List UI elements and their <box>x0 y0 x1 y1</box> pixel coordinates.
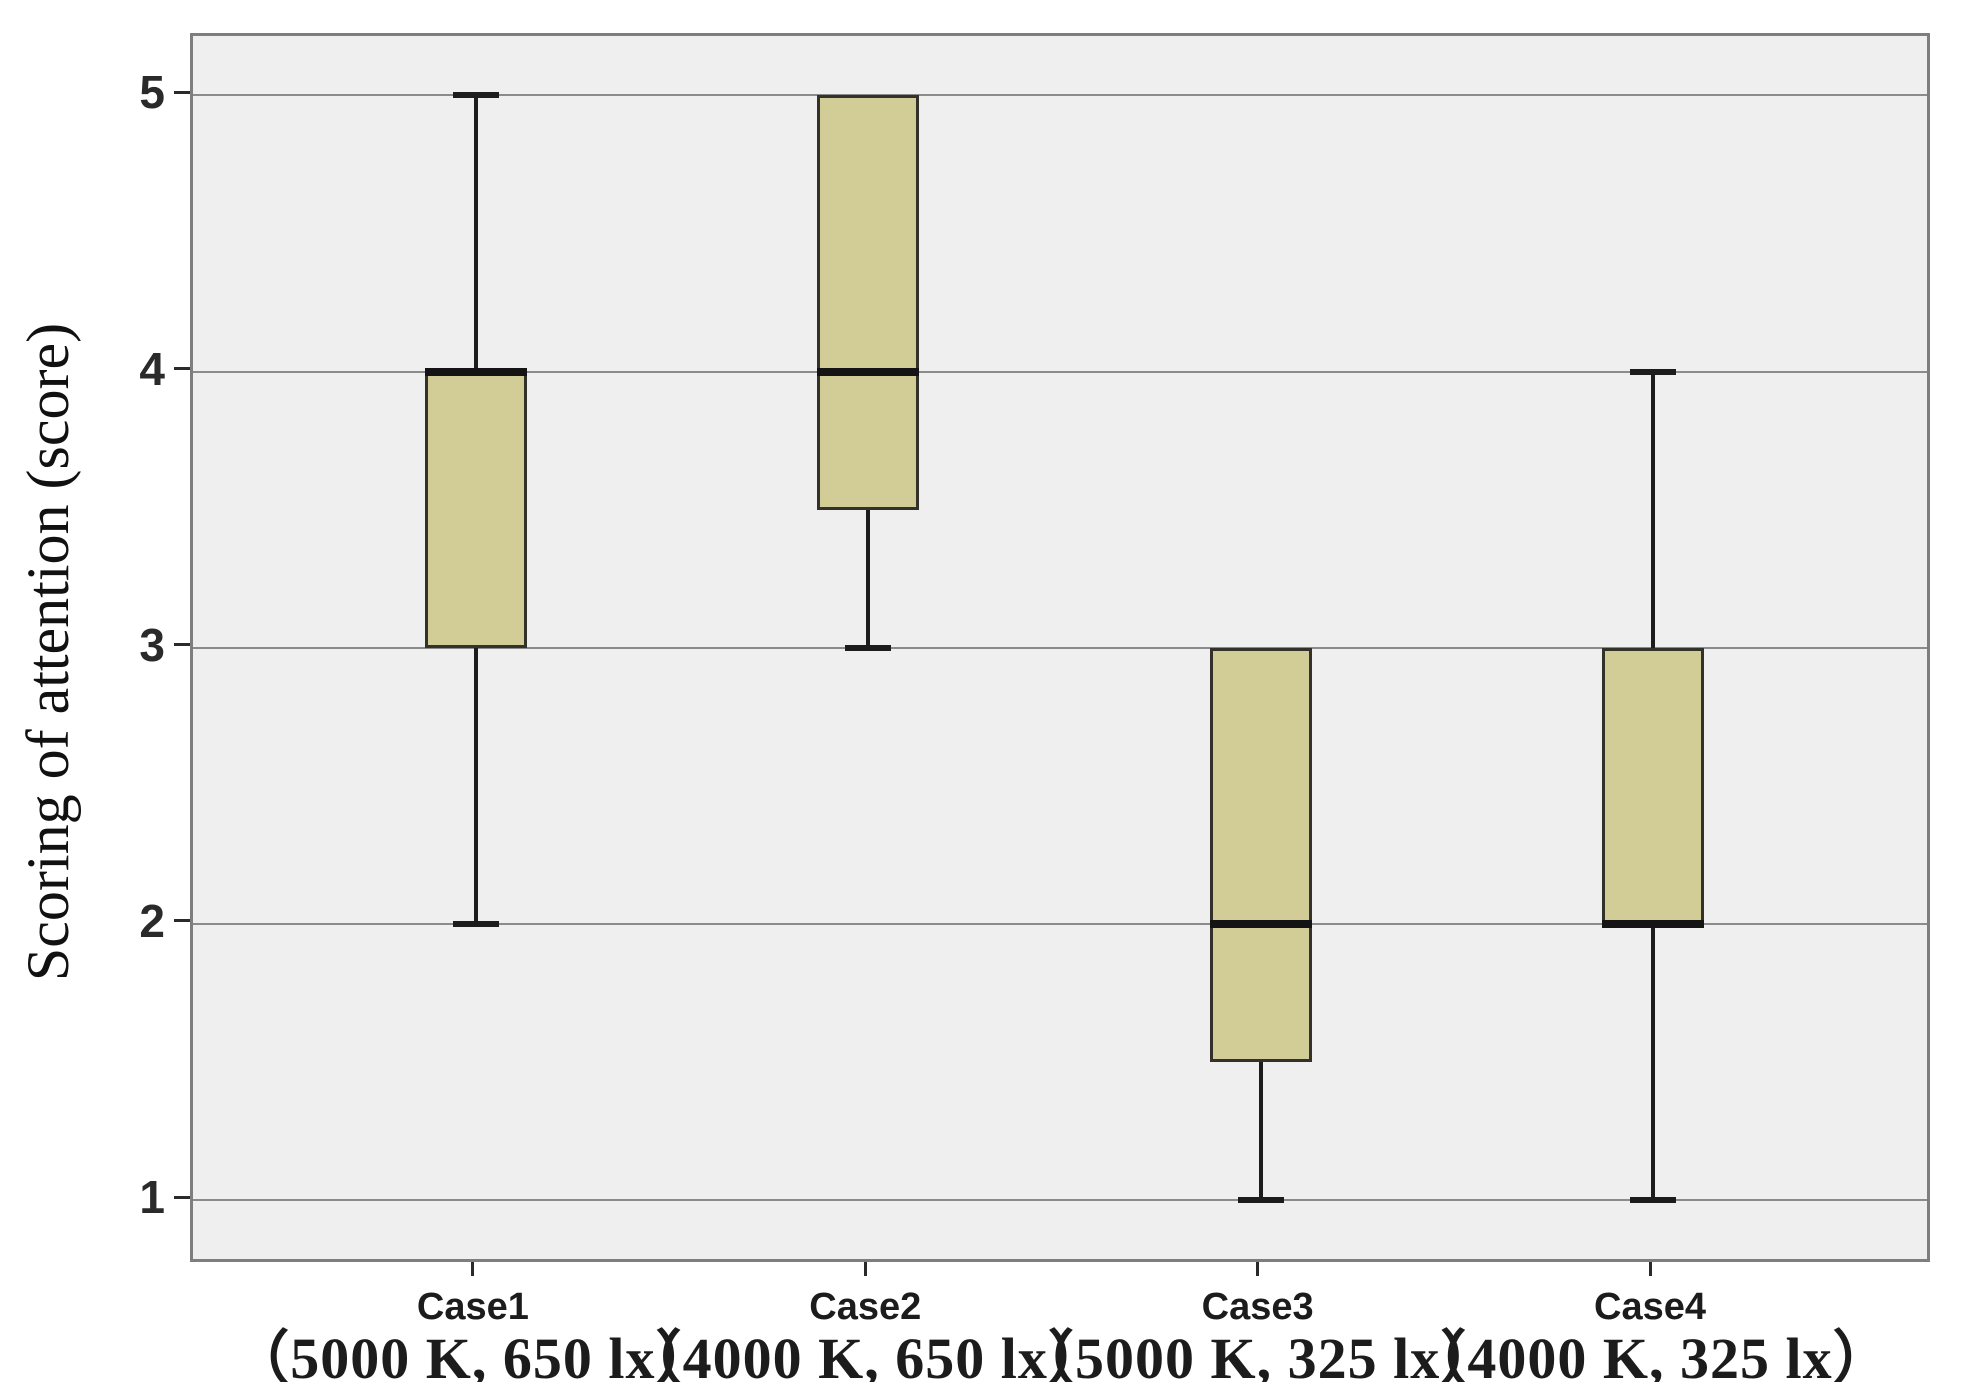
y-tick-label: 1 <box>139 1171 165 1224</box>
y-tick <box>174 919 190 923</box>
whisker-lower <box>1258 1062 1263 1201</box>
box <box>424 371 527 648</box>
category-name: Case3 <box>1201 1286 1314 1328</box>
gridline <box>193 370 1927 373</box>
category-spec: （4000 K, 650 lx） <box>623 1326 1107 1382</box>
median-line <box>1602 919 1705 928</box>
gridline <box>193 94 1927 97</box>
whisker-cap-min <box>452 920 499 927</box>
category-label: Case1 （5000 K, 650 lx） <box>163 1286 783 1382</box>
y-tick <box>174 90 190 94</box>
x-tick <box>1256 1262 1260 1276</box>
category-name: Case2 <box>809 1286 922 1328</box>
median-line <box>424 367 527 376</box>
whisker-cap-min <box>1237 1197 1284 1204</box>
whisker-cap-min <box>1630 1197 1677 1204</box>
plot-area <box>190 33 1930 1262</box>
category-name: Case1 <box>416 1286 529 1328</box>
box <box>1602 647 1705 924</box>
category-spec: （5000 K, 650 lx） <box>231 1326 715 1382</box>
median-line <box>817 367 920 376</box>
whisker-lower <box>866 509 871 648</box>
whisker-cap-min <box>845 644 892 651</box>
gridline <box>193 1199 1927 1202</box>
category-name: Case4 <box>1594 1286 1707 1328</box>
gridline <box>193 922 1927 925</box>
box <box>1209 647 1312 1062</box>
gridline <box>193 646 1927 649</box>
y-tick-label: 4 <box>139 342 165 395</box>
x-tick <box>863 1262 867 1276</box>
whisker-upper <box>1651 371 1656 648</box>
whisker-upper <box>473 95 478 372</box>
y-tick-label: 3 <box>139 618 165 671</box>
median-line <box>1209 919 1312 928</box>
category-spec: （4000 K, 325 lx） <box>1408 1326 1892 1382</box>
category-spec: （5000 K, 325 lx） <box>1016 1326 1500 1382</box>
category-label: Case4 （4000 K, 325 lx） <box>1340 1286 1960 1382</box>
category-label: Case3 （5000 K, 325 lx） <box>948 1286 1568 1382</box>
whisker-lower <box>1651 923 1656 1201</box>
y-tick <box>174 643 190 647</box>
y-tick <box>174 1195 190 1199</box>
y-tick-label: 5 <box>139 66 165 119</box>
whisker-lower <box>473 647 478 924</box>
box <box>817 95 920 510</box>
whisker-cap-max <box>452 92 499 99</box>
y-tick <box>174 367 190 371</box>
x-tick <box>1648 1262 1652 1276</box>
whisker-cap-max <box>1630 368 1677 375</box>
x-tick <box>471 1262 475 1276</box>
y-tick-label: 2 <box>139 894 165 947</box>
category-label: Case2 （4000 K, 650 lx） <box>555 1286 1175 1382</box>
